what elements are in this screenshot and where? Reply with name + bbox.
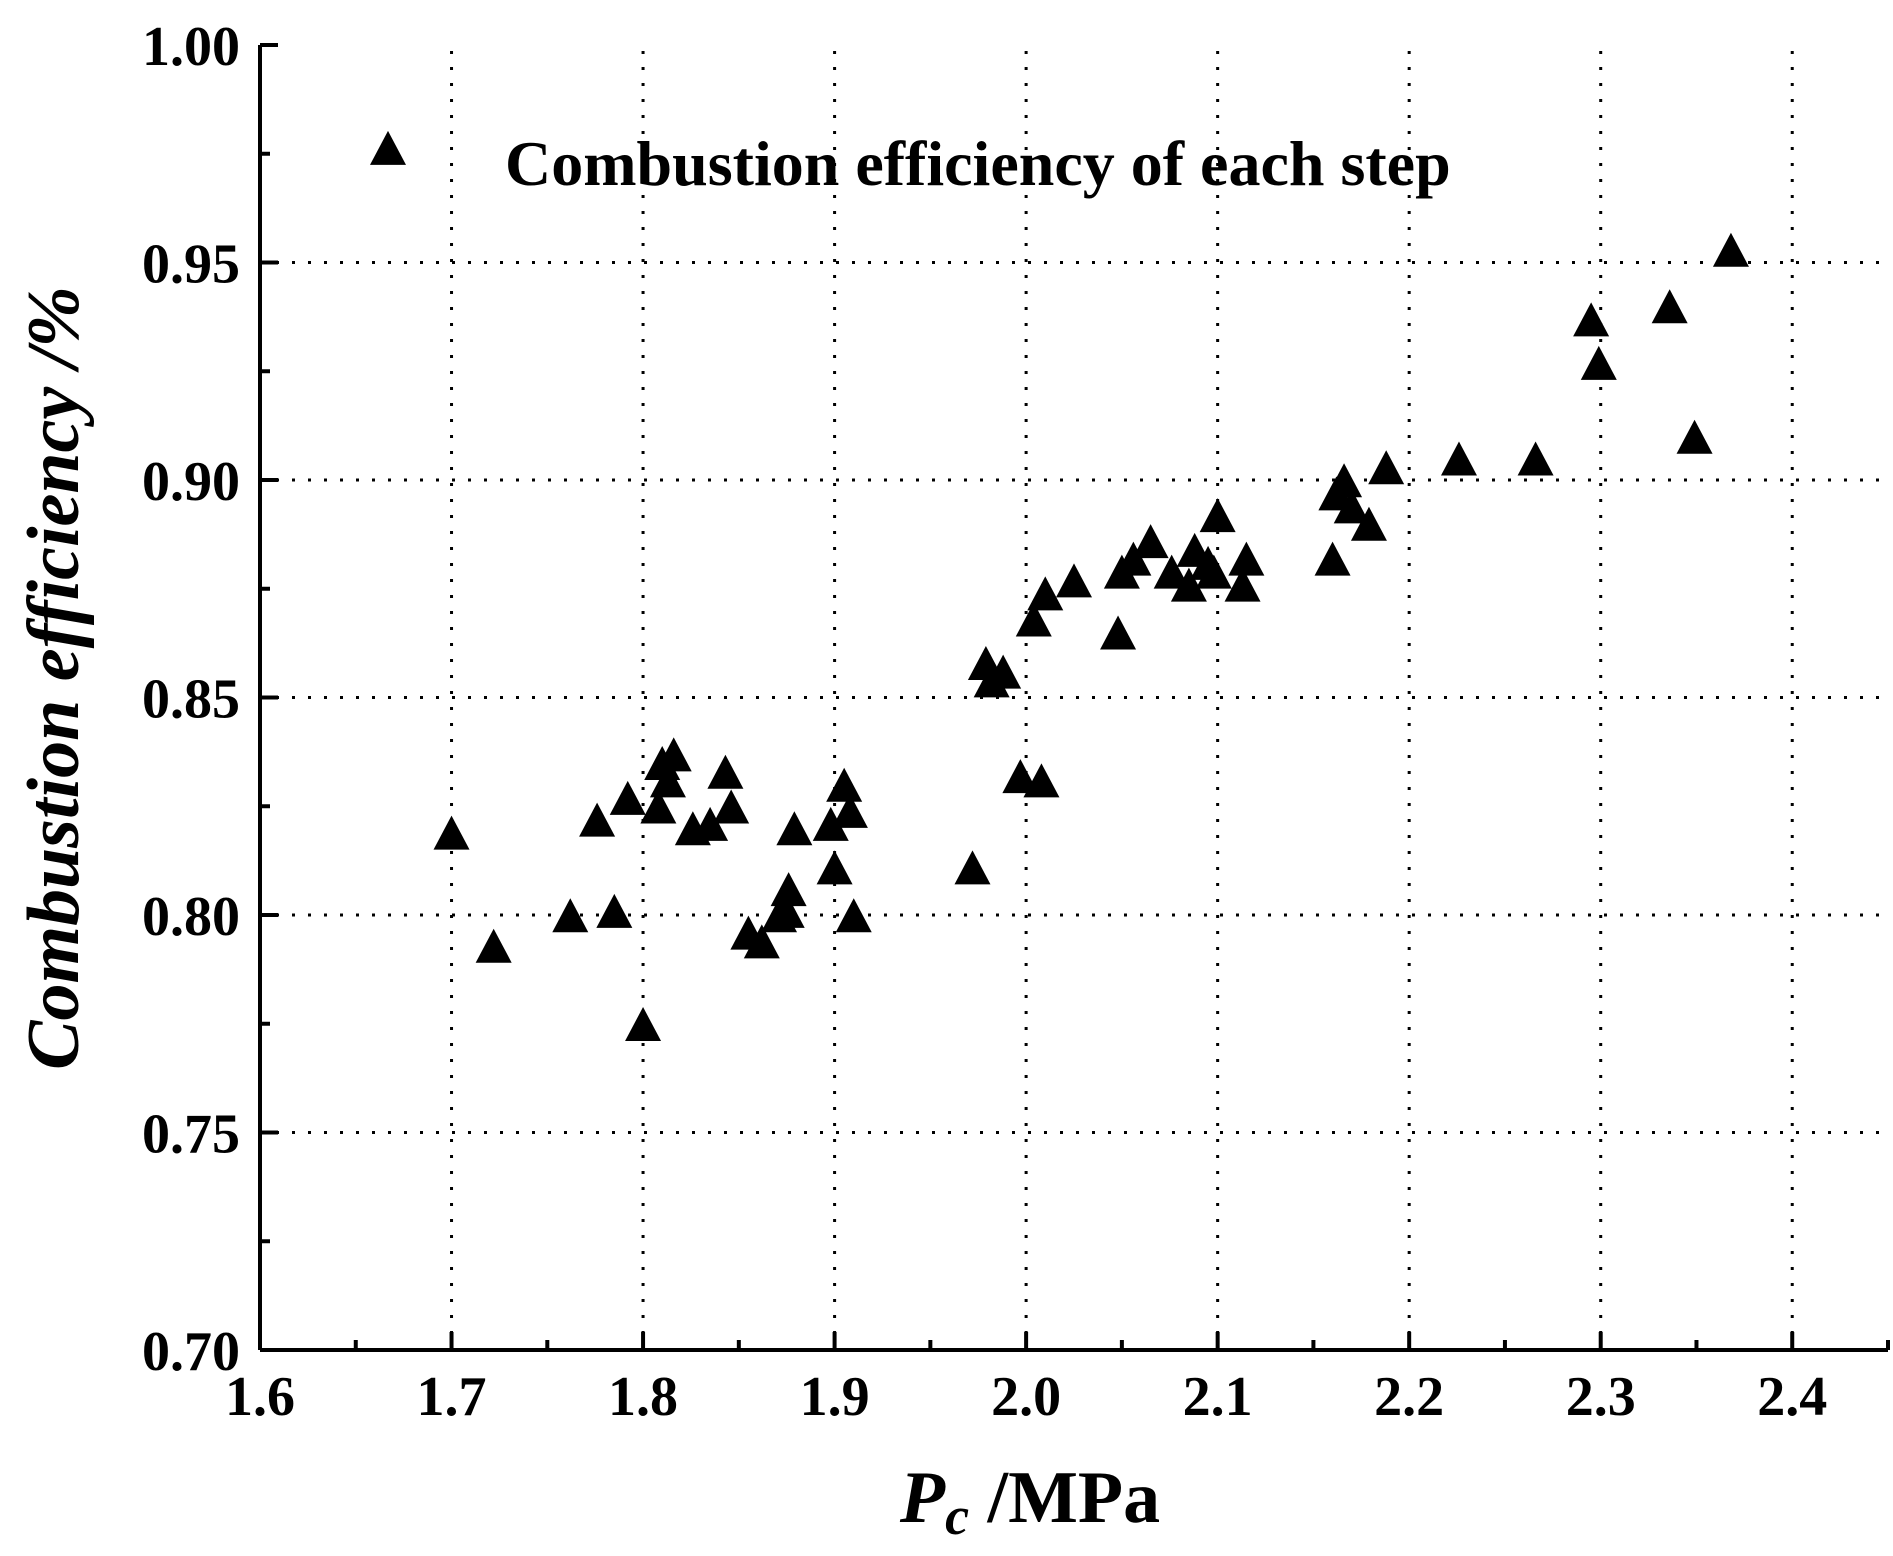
axes <box>258 43 1890 1352</box>
data-point-triangle <box>1027 576 1064 611</box>
data-point-triangle <box>1115 541 1152 576</box>
data-point-triangle <box>768 893 805 928</box>
y-tick-label: 0.80 <box>142 886 240 948</box>
data-point-triangle <box>1440 441 1477 476</box>
x-tick-label: 1.6 <box>225 1366 295 1428</box>
y-tick-label: 0.70 <box>142 1321 240 1383</box>
grid-lines <box>260 45 1888 1350</box>
data-point-triangle <box>812 806 849 841</box>
data-point-triangle <box>1224 567 1261 602</box>
data-point-triangle <box>609 780 646 815</box>
data-point-triangle <box>1676 419 1713 454</box>
x-tick-label: 1.7 <box>417 1366 487 1428</box>
data-point-triangle <box>1056 563 1092 598</box>
data-point-triangle <box>475 928 512 963</box>
data-point-triangle <box>1573 302 1610 337</box>
data-point-triangle <box>596 893 633 928</box>
x-axis-symbol: P <box>899 1457 946 1539</box>
legend-entry-label: Combustion efficiency of each step <box>505 128 1451 199</box>
data-point-triangle <box>1333 489 1370 524</box>
data-point-triangle <box>433 815 470 850</box>
y-tick-label: 0.95 <box>142 234 240 296</box>
data-point-triangle <box>770 872 807 907</box>
data-point-triangle <box>707 754 744 789</box>
data-point-triangle <box>1314 541 1351 576</box>
data-point-triangle <box>1015 602 1052 637</box>
data-point-triangle <box>649 763 686 798</box>
data-point-triangle <box>713 789 750 824</box>
data-point-triangle <box>816 850 853 885</box>
data-point-triangle <box>1651 289 1688 324</box>
data-point-triangle <box>552 898 589 933</box>
x-tick-label: 2.4 <box>1757 1366 1827 1428</box>
data-point-triangle <box>835 898 872 933</box>
data-point-triangle <box>1170 567 1207 602</box>
x-tick-label: 2.2 <box>1374 1366 1444 1428</box>
x-tick-label: 2.0 <box>991 1366 1061 1428</box>
x-axis-unit: /MPa <box>969 1457 1160 1539</box>
data-point-triangle <box>1580 345 1617 380</box>
data-point-triangle <box>776 811 813 846</box>
data-point-triangle <box>1368 450 1405 485</box>
data-point-triangle <box>579 802 616 837</box>
x-tick-label: 1.9 <box>800 1366 870 1428</box>
data-points <box>433 232 1749 1042</box>
data-point-triangle <box>1517 441 1554 476</box>
y-axis-title: Combustion efficiency /% <box>13 286 95 1070</box>
data-point-triangle <box>640 789 677 824</box>
data-point-triangle <box>625 1007 662 1042</box>
x-axis-subscript: c <box>945 1486 969 1546</box>
data-point-triangle <box>692 806 729 841</box>
x-tick-label: 2.3 <box>1566 1366 1636 1428</box>
legend-marker-triangle <box>370 130 406 165</box>
y-tick-label: 0.90 <box>142 451 240 513</box>
tick-labels: 1.6 1.7 1.8 1.9 2.0 2.1 2.2 2.3 2.4 0.70 0.75 0.80 0… <box>142 16 1827 1428</box>
data-point-triangle <box>954 850 991 885</box>
data-point-triangle <box>826 767 863 802</box>
data-point-triangle <box>1023 763 1060 798</box>
data-point-triangle <box>1199 498 1236 533</box>
data-point-triangle <box>985 654 1022 689</box>
x-tick-label: 1.8 <box>608 1366 678 1428</box>
data-point-triangle <box>655 737 692 772</box>
data-point-triangle <box>743 924 780 959</box>
data-point-triangle <box>1100 615 1137 650</box>
y-tick-label: 1.00 <box>142 16 240 78</box>
data-point-triangle <box>1002 759 1039 794</box>
data-point-triangle <box>1228 541 1265 576</box>
data-point-triangle <box>1350 506 1387 541</box>
legend: Combustion efficiency of each step <box>370 128 1451 199</box>
data-point-triangle <box>1326 463 1363 498</box>
y-tick-label: 0.75 <box>142 1104 240 1166</box>
data-point-triangle <box>1153 554 1190 589</box>
x-axis-title: Pc /MPa <box>899 1457 1160 1546</box>
y-tick-label: 0.85 <box>142 669 240 731</box>
x-tick-label: 2.1 <box>1183 1366 1253 1428</box>
data-point-triangle <box>1132 524 1169 559</box>
data-point-triangle <box>1712 232 1749 267</box>
data-point-triangle <box>1195 554 1232 589</box>
data-point-triangle <box>831 793 868 828</box>
